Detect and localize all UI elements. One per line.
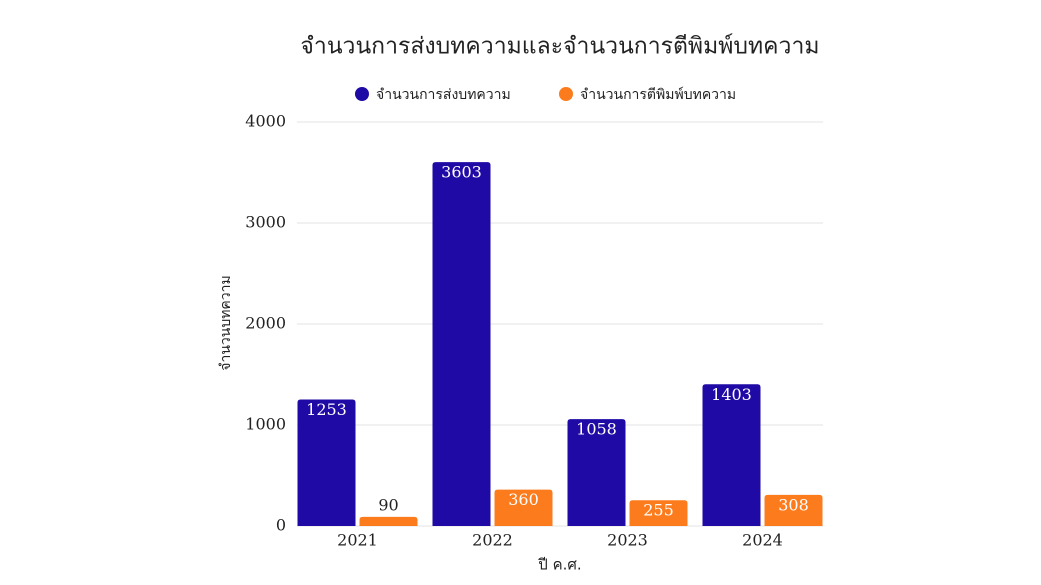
- bar: [359, 516, 418, 526]
- bar: [567, 419, 626, 526]
- x-tick-label: 2024: [742, 531, 783, 550]
- value-label: 360: [508, 490, 539, 509]
- value-label: 255: [643, 501, 674, 520]
- value-label: 1403: [711, 385, 752, 404]
- value-label: 1253: [306, 400, 347, 419]
- bar: [629, 500, 688, 526]
- x-axis-label: ปี ค.ศ.: [537, 556, 581, 574]
- y-tick-label: 3000: [245, 213, 286, 232]
- value-label: 308: [778, 495, 809, 514]
- x-tick-label: 2023: [607, 531, 648, 550]
- chart-title: จำนวนการส่งบทความและจำนวนการตีพิมพ์บทควา…: [300, 33, 819, 60]
- legend-swatch: [355, 87, 369, 101]
- bar: [702, 384, 761, 526]
- value-label: 3603: [441, 163, 482, 182]
- x-tick-label: 2021: [337, 531, 378, 550]
- x-tick-label: 2022: [472, 531, 513, 550]
- y-tick-label: 2000: [245, 314, 286, 333]
- y-tick-label: 1000: [245, 415, 286, 434]
- value-label: 1058: [576, 420, 617, 439]
- y-axis-label: จำนวนบทความ: [218, 275, 234, 371]
- legend-swatch: [559, 87, 573, 101]
- legend-label: จำนวนการตีพิมพ์บทความ: [580, 86, 736, 103]
- bar: [432, 162, 491, 527]
- y-tick-label: 0: [276, 516, 286, 535]
- bar: [764, 494, 823, 526]
- bar: [297, 399, 356, 526]
- legend-label: จำนวนการส่งบทความ: [376, 87, 511, 103]
- y-tick-label: 4000: [245, 112, 286, 131]
- bar: [494, 489, 553, 526]
- value-label: 90: [378, 495, 398, 514]
